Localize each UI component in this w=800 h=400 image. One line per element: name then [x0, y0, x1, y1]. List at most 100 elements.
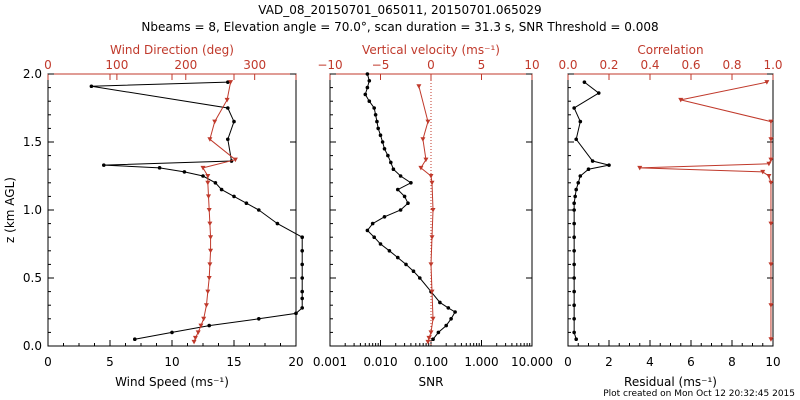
data-point-top: [429, 180, 435, 186]
data-point-bottom: [572, 249, 576, 253]
data-point-top: [420, 137, 426, 142]
data-point-bottom: [411, 269, 416, 274]
data-point-bottom: [378, 242, 383, 246]
data-point-bottom: [300, 262, 305, 267]
data-point-bottom: [275, 221, 280, 226]
data-point-bottom: [395, 255, 400, 260]
data-point-top: [768, 137, 774, 142]
x-bottom-tick-label: 0.100: [414, 355, 448, 369]
data-point-bottom: [363, 92, 368, 97]
x-bottom-tick-label: 0.010: [363, 355, 397, 369]
data-point-bottom: [572, 330, 576, 335]
data-point-bottom: [372, 106, 376, 110]
data-point-bottom: [572, 289, 576, 294]
x-bottom-tick-label: 5: [106, 355, 114, 369]
x-bottom-axis-label: SNR: [419, 375, 444, 389]
data-point-bottom: [590, 159, 595, 163]
x-top-tick-label: 100: [105, 58, 128, 72]
x-top-tick-label: 0.4: [640, 58, 659, 72]
data-point-top: [200, 165, 206, 171]
data-point-bottom: [373, 113, 378, 117]
data-point-bottom: [382, 147, 387, 151]
series-line-top: [418, 86, 434, 343]
data-point-top: [766, 161, 772, 167]
data-point-top: [192, 335, 198, 341]
x-bottom-tick-label: 1.000: [464, 355, 498, 369]
x-bottom-tick-label: 10.000: [511, 355, 553, 369]
data-point-bottom: [294, 311, 298, 316]
data-point-bottom: [219, 187, 224, 192]
data-point-bottom: [436, 330, 441, 335]
data-point-top: [429, 235, 435, 240]
data-point-bottom: [365, 72, 370, 76]
data-point-top: [228, 80, 234, 85]
x-top-tick-label: 5: [478, 58, 486, 72]
data-point-top: [203, 303, 209, 308]
data-point-top: [430, 208, 436, 213]
data-point-top: [205, 289, 211, 295]
x-top-tick-label: 0.0: [558, 58, 577, 72]
x-bottom-tick-label: 2: [605, 355, 613, 369]
data-point-top: [760, 169, 766, 175]
data-point-bottom: [576, 181, 581, 185]
data-point-bottom: [417, 276, 422, 280]
data-point-top: [198, 323, 204, 329]
data-point-bottom: [395, 187, 400, 192]
x-bottom-axis-label: Wind Speed (ms⁻¹): [115, 375, 229, 389]
data-point-bottom: [574, 137, 578, 142]
data-point-bottom: [391, 167, 396, 171]
data-point-bottom: [449, 317, 453, 321]
x-top-tick-label: 0: [44, 58, 52, 72]
data-point-top: [764, 80, 770, 85]
data-point-bottom: [300, 235, 305, 239]
data-point-top: [637, 165, 643, 171]
y-tick-label: 0.0: [23, 339, 42, 353]
x-bottom-tick-label: 8: [728, 355, 736, 369]
x-bottom-tick-label: 0.001: [313, 355, 347, 369]
x-bottom-tick-label: 15: [226, 355, 241, 369]
data-point-bottom: [257, 317, 261, 321]
data-point-top: [207, 262, 213, 267]
data-point-bottom: [257, 208, 261, 212]
data-point-top: [208, 248, 214, 254]
data-point-top: [428, 330, 434, 335]
data-point-top: [768, 303, 774, 308]
data-point-top: [232, 157, 238, 163]
data-point-bottom: [406, 201, 410, 205]
x-top-axis-label: Vertical velocity (ms⁻¹): [362, 43, 500, 57]
data-point-bottom: [574, 187, 578, 192]
footer-timestamp: Plot created on Mon Oct 12 20:32:45 2015: [603, 389, 795, 399]
data-point-bottom: [572, 208, 576, 212]
x-top-tick-label: 300: [243, 58, 266, 72]
y-tick-label: 1.5: [23, 135, 42, 149]
data-point-bottom: [367, 79, 372, 83]
data-point-top: [425, 119, 431, 125]
data-point-bottom: [376, 126, 380, 131]
data-point-bottom: [572, 276, 576, 280]
data-point-top: [768, 180, 774, 186]
data-point-bottom: [244, 201, 249, 205]
data-point-bottom: [226, 137, 230, 142]
data-point-top: [768, 119, 774, 125]
data-point-bottom: [607, 163, 611, 167]
data-point-bottom: [409, 181, 413, 185]
data-point-bottom: [398, 174, 403, 178]
x-top-tick-label: 0.8: [722, 58, 741, 72]
data-point-bottom: [387, 249, 392, 253]
data-point-bottom: [372, 235, 376, 239]
x-top-axis-label: Correlation: [637, 43, 703, 57]
data-point-top: [423, 157, 429, 163]
panel-vertical: 0.001 0.010 0.100 1.000 10.000 −10 −5 0 5 10 SNR Ve…: [313, 43, 553, 389]
data-point-top: [224, 97, 230, 103]
data-point-bottom: [157, 166, 162, 170]
data-point-bottom: [300, 306, 305, 310]
data-point-bottom: [365, 228, 370, 233]
data-point-top: [191, 339, 197, 345]
data-point-bottom: [300, 289, 305, 294]
data-point-top: [206, 194, 212, 199]
data-point-top: [205, 174, 211, 179]
data-point-bottom: [572, 106, 576, 110]
data-point-bottom: [402, 194, 407, 199]
data-point-top: [207, 221, 213, 227]
